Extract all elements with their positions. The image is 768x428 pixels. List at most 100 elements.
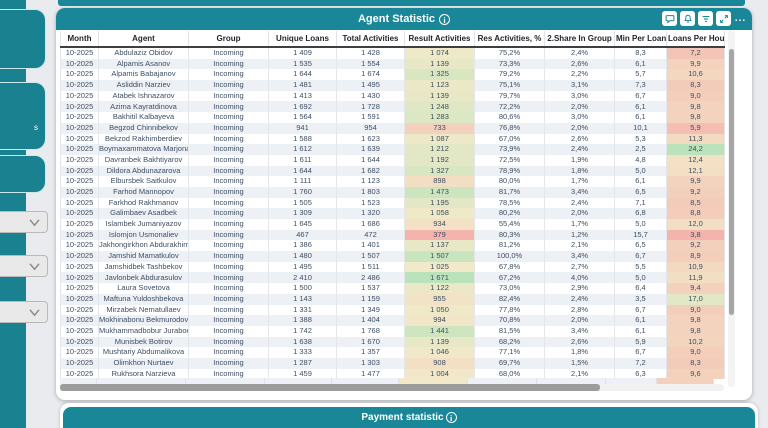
table-row[interactable]: 10-2025 Farhod Mannopov Incoming 1 760 1 803… bbox=[60, 186, 725, 198]
cell-total-activities: 1 507 bbox=[336, 251, 405, 262]
cell-total-activities: 1 159 bbox=[336, 293, 405, 305]
horizontal-scrollbar[interactable] bbox=[60, 384, 724, 391]
cell-month: 10-2025 bbox=[60, 240, 99, 252]
cell-share-in-group: 2,6% bbox=[544, 336, 615, 348]
cell-res-activities-pct: 67,0% bbox=[474, 133, 545, 145]
table-row[interactable]: 10-2025 Galimbaev Asadbek Incoming 1 309 1 3… bbox=[60, 208, 725, 219]
cell-unique-loans: 1 588 bbox=[268, 133, 337, 145]
info-icon[interactable]: i bbox=[439, 13, 450, 25]
more-options-button[interactable]: ... bbox=[734, 13, 747, 24]
table-row[interactable]: 10-2025 Bakhitil Kalbayeva Incoming 1 564 1 … bbox=[60, 112, 725, 123]
cell-agent: Bekzod Rakhimberdiev bbox=[98, 133, 189, 145]
cell-group: Incoming bbox=[188, 165, 269, 177]
column-header-unique-loans[interactable]: Unique Loans bbox=[268, 31, 337, 48]
table-row[interactable]: 10-2025 Rukhsora Narzieva Incoming 1 459 1 4… bbox=[60, 368, 725, 380]
cell-res-activities-pct: 76,8% bbox=[474, 122, 545, 134]
partial-cell bbox=[537, 378, 606, 387]
column-header-total-activities[interactable]: Total Activities bbox=[336, 31, 405, 48]
vertical-scrollbar-thumb[interactable] bbox=[729, 49, 734, 315]
cell-unique-loans: 1 481 bbox=[268, 80, 337, 91]
cell-agent: Abdulaziz Obidov bbox=[98, 47, 189, 59]
cell-agent: Farhod Mannopov bbox=[98, 186, 189, 198]
table-row[interactable]: 10-2025 Asliddin Narziev Incoming 1 481 1 49… bbox=[60, 80, 725, 91]
table-row[interactable]: 10-2025 Islambek Jumaniyazov Incoming 1 645… bbox=[60, 219, 725, 230]
partial-cell bbox=[60, 378, 97, 387]
table-row[interactable]: 10-2025 Jakhongirkhon Abdurakhimov Incomin… bbox=[60, 240, 725, 252]
table-row[interactable]: 10-2025 Munisbek Botirov Incoming 1 638 1 67… bbox=[60, 336, 725, 348]
table-row[interactable]: 10-2025 Maftuna Yuldoshbekova Incoming 1 14… bbox=[60, 293, 725, 305]
table-row[interactable]: 10-2025 Boymaxammatova Marjona Incoming 1 6… bbox=[60, 144, 725, 155]
table-row[interactable]: 10-2025 Mushtariy Abdumalikova Incoming 1 3… bbox=[60, 347, 725, 358]
sidebar-dropdown-1[interactable] bbox=[0, 211, 48, 233]
cell-result-activities: 994 bbox=[404, 315, 475, 326]
cell-total-activities: 1 404 bbox=[336, 315, 405, 326]
info-icon[interactable]: i bbox=[445, 412, 457, 423]
cell-share-in-group: 4,0% bbox=[544, 272, 615, 284]
cell-group: Incoming bbox=[188, 283, 269, 294]
horizontal-scrollbar-thumb[interactable] bbox=[60, 384, 600, 391]
table-row[interactable]: 10-2025 Davranbek Bakhtiyarov Incoming 1 61… bbox=[60, 154, 725, 166]
cell-result-activities: 1 004 bbox=[404, 368, 475, 380]
column-header-min-per-loan[interactable]: Min Per Loan bbox=[614, 31, 667, 48]
table-row[interactable]: 10-2025 Mirzabek Nematullaev Incoming 1 331… bbox=[60, 304, 725, 316]
table-row[interactable]: 10-2025 Olimkhon Nurtaev Incoming 1 287 1 30… bbox=[60, 357, 725, 369]
cell-month: 10-2025 bbox=[60, 304, 99, 316]
cell-agent: Jamshid Mamatkulov bbox=[98, 251, 189, 262]
cell-group: Incoming bbox=[188, 315, 269, 326]
table-row[interactable]: 10-2025 Alpamis Asanov Incoming 1 535 1 554 1… bbox=[60, 58, 725, 70]
cell-unique-loans: 1 611 bbox=[268, 154, 337, 166]
cell-month: 10-2025 bbox=[60, 293, 99, 305]
bell-icon-button[interactable] bbox=[680, 11, 695, 26]
comment-icon-button[interactable] bbox=[662, 11, 677, 26]
sidebar-filter-button-3[interactable] bbox=[0, 155, 46, 193]
filter-icon-button[interactable] bbox=[698, 11, 713, 26]
sidebar-dropdown-2[interactable] bbox=[0, 255, 48, 277]
vertical-scrollbar[interactable] bbox=[728, 31, 735, 387]
table-row[interactable]: 10-2025 Abdulaziz Obidov Incoming 1 409 1 42… bbox=[60, 47, 725, 59]
column-header-group[interactable]: Group bbox=[188, 31, 269, 48]
sidebar-filter-button-1[interactable] bbox=[0, 9, 46, 69]
table-row[interactable]: 10-2025 Jamshid Mamatkulov Incoming 1 480 1 … bbox=[60, 251, 725, 262]
table-row[interactable]: 10-2025 Mukhammadbobur Juraboev Incoming 1 … bbox=[60, 325, 725, 337]
cell-total-activities: 1 523 bbox=[336, 197, 405, 209]
table-row[interactable]: 10-2025 Islomjon Usmonaliev Incoming 467 472… bbox=[60, 229, 725, 241]
expand-icon-button[interactable] bbox=[716, 11, 731, 26]
column-header-share-in-group[interactable]: 2.Share In Group bbox=[544, 31, 615, 48]
column-header-result-activities[interactable]: Result Activities bbox=[404, 31, 475, 48]
column-header-res-activities-pct[interactable]: Res Activities, % bbox=[474, 31, 545, 48]
table-row[interactable]: 10-2025 Atabek Ishnazarov Incoming 1 413 1 4… bbox=[60, 90, 725, 102]
sidebar-filter-button-2[interactable]: s bbox=[0, 82, 46, 150]
cell-loans-per-hour: 17,0 bbox=[666, 293, 725, 305]
column-header-loans-per-hour[interactable]: Loans Per Hour bbox=[666, 31, 725, 48]
cell-min-per-loan: 6,1 bbox=[614, 101, 667, 113]
table-row[interactable]: 10-2025 Elbursbek Saitkulov Incoming 1 111 1… bbox=[60, 176, 725, 187]
table-row[interactable]: 10-2025 Javlonbek Abdurasulov Incoming 2 41… bbox=[60, 272, 725, 284]
column-header-agent[interactable]: Agent bbox=[98, 31, 189, 48]
sidebar-dropdown-3[interactable] bbox=[0, 301, 48, 323]
cell-agent: Asliddin Narziev bbox=[98, 80, 189, 91]
cell-min-per-loan: 5,0 bbox=[614, 165, 667, 177]
cell-share-in-group: 2,0% bbox=[544, 101, 615, 113]
table-row[interactable]: 10-2025 Laura Sovetova Incoming 1 500 1 537 1… bbox=[60, 283, 725, 294]
table-row[interactable]: 10-2025 Mokhinabonu Bekmurodova Incoming 1 … bbox=[60, 315, 725, 326]
table-row[interactable]: 10-2025 Azima Kayratdinova Incoming 1 692 1 … bbox=[60, 101, 725, 113]
cell-unique-loans: 1 495 bbox=[268, 261, 337, 273]
table-row[interactable]: 10-2025 Jamshidbek Tashbekov Incoming 1 495… bbox=[60, 261, 725, 273]
table-row[interactable]: 10-2025 Bekzod Rakhimberdiev Incoming 1 588… bbox=[60, 133, 725, 145]
table-row[interactable]: 10-2025 Alpamis Babajanov Incoming 1 644 1 6… bbox=[60, 69, 725, 81]
cell-loans-per-hour: 7,2 bbox=[666, 47, 725, 59]
cell-res-activities-pct: 67,8% bbox=[474, 261, 545, 273]
cell-total-activities: 1 511 bbox=[336, 261, 405, 273]
cell-total-activities: 1 682 bbox=[336, 165, 405, 177]
column-header-month[interactable]: Month bbox=[60, 31, 99, 48]
cell-agent: Mukhammadbobur Juraboev bbox=[98, 325, 189, 337]
table-row[interactable]: 10-2025 Dildora Abdunazarova Incoming 1 644… bbox=[60, 165, 725, 177]
cell-share-in-group: 2,9% bbox=[544, 283, 615, 294]
cell-loans-per-hour: 8,3 bbox=[666, 80, 725, 91]
table-row[interactable]: 10-2025 Farkhod Rakhmanov Incoming 1 505 1 5… bbox=[60, 197, 725, 209]
cell-loans-per-hour: 9,2 bbox=[666, 186, 725, 198]
table-row[interactable]: 10-2025 Begzod Chinnibekov Incoming 941 954 7… bbox=[60, 122, 725, 134]
cell-share-in-group: 1,7% bbox=[544, 176, 615, 187]
cell-agent: Farkhod Rakhmanov bbox=[98, 197, 189, 209]
cell-month: 10-2025 bbox=[60, 251, 99, 262]
